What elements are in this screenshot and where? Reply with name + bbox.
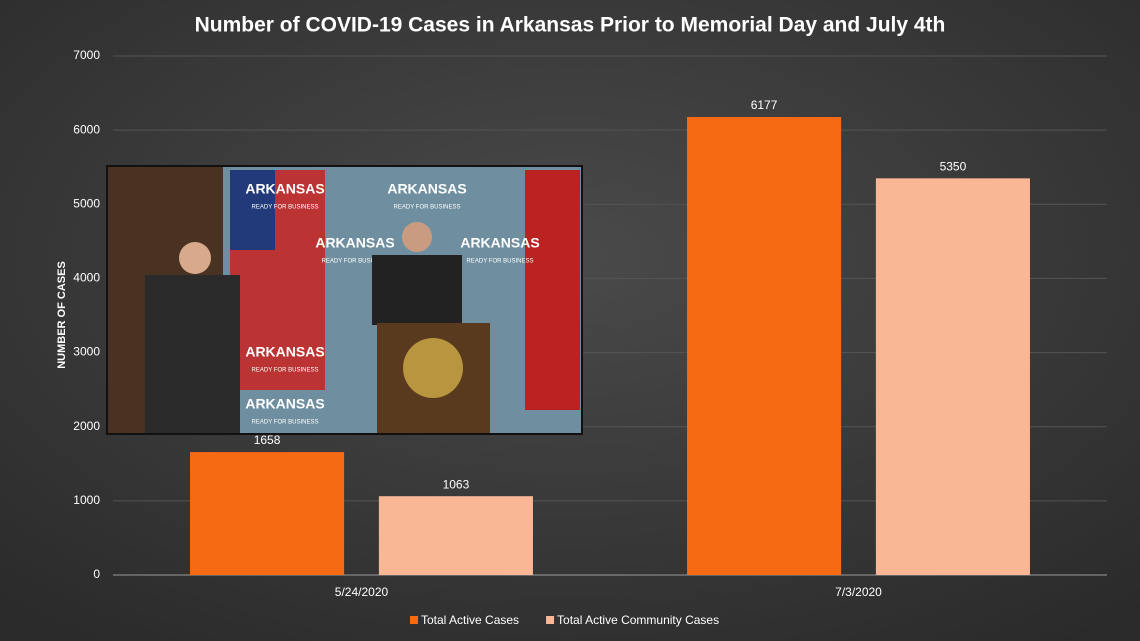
x-tick-label: 7/3/2020 xyxy=(835,585,882,599)
legend-label: Total Active Cases xyxy=(421,613,519,627)
y-tick-label: 0 xyxy=(93,567,100,581)
backdrop-text: ARKANSAS xyxy=(245,181,324,197)
y-tick-label: 4000 xyxy=(73,271,100,285)
backdrop-subtext: READY FOR BUSINESS xyxy=(252,368,319,374)
y-tick-label: 2000 xyxy=(73,419,100,433)
backdrop-text: ARKANSAS xyxy=(387,181,466,197)
y-tick-label: 5000 xyxy=(73,196,100,210)
backdrop-subtext: READY FOR BUSINESS xyxy=(322,259,389,265)
podium-seal xyxy=(403,338,463,398)
y-axis-label: NUMBER OF CASES xyxy=(56,261,68,369)
flag-canton xyxy=(230,170,275,250)
backdrop-text: ARKANSAS xyxy=(245,396,324,412)
legend-label: Total Active Community Cases xyxy=(557,613,719,627)
head-right xyxy=(402,222,432,252)
bar xyxy=(687,117,842,576)
backdrop-text: ARKANSAS xyxy=(315,235,394,251)
person-left xyxy=(145,275,240,433)
chart-title: Number of COVID-19 Cases in Arkansas Pri… xyxy=(195,14,946,37)
value-label: 1063 xyxy=(443,477,470,491)
bar xyxy=(875,178,1030,576)
backdrop-text: ARKANSAS xyxy=(460,235,539,251)
state-flag xyxy=(525,170,580,410)
y-tick-label: 7000 xyxy=(73,48,100,62)
person-right xyxy=(372,255,462,325)
backdrop-subtext: READY FOR BUSINESS xyxy=(394,205,461,211)
x-tick-label: 5/24/2020 xyxy=(335,585,389,599)
y-tick-label: 3000 xyxy=(73,345,100,359)
bar xyxy=(378,496,533,575)
video-overlay: ARKANSAS READY FOR BUSINESS ARKANSAS READY … xyxy=(106,165,583,435)
bar xyxy=(190,452,345,575)
value-label: 5350 xyxy=(940,160,967,174)
legend-swatch xyxy=(410,616,418,624)
head-left xyxy=(179,242,211,274)
y-tick-label: 6000 xyxy=(73,122,100,136)
backdrop-text: ARKANSAS xyxy=(245,344,324,360)
y-tick-label: 1000 xyxy=(73,493,100,507)
value-label: 6177 xyxy=(751,98,778,112)
backdrop-subtext: READY FOR BUSINESS xyxy=(467,259,534,265)
value-label: 1658 xyxy=(254,433,281,447)
legend-swatch xyxy=(546,616,555,624)
backdrop-subtext: READY FOR BUSINESS xyxy=(252,205,319,211)
backdrop-subtext: READY FOR BUSINESS xyxy=(252,420,319,426)
